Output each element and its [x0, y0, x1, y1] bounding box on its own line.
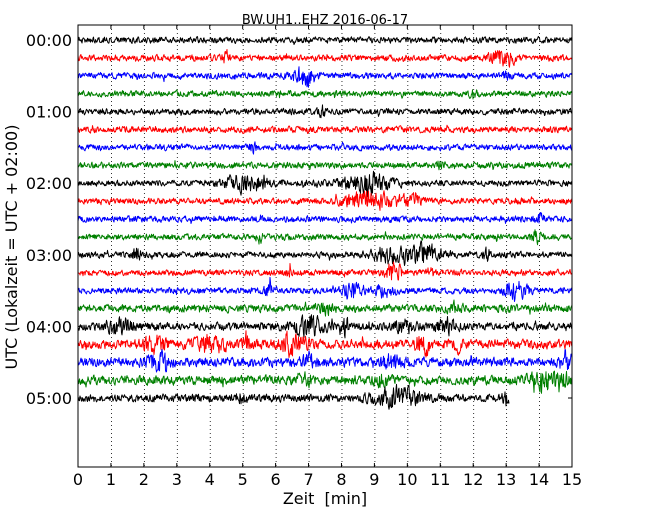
x-tick-label: 11	[430, 470, 450, 489]
trace-0230	[77, 212, 573, 224]
trace-0015	[77, 49, 573, 68]
y-tick-label: 04:00	[26, 317, 72, 336]
trace-0215	[77, 190, 573, 211]
trace-0300	[77, 240, 573, 266]
x-tick-label: 6	[271, 470, 281, 489]
chart-title: BW.UH1..EHZ 2016-06-17	[242, 13, 408, 28]
trace-0345	[77, 299, 573, 317]
trace-0415	[77, 330, 573, 358]
x-tick-label: 7	[303, 470, 313, 489]
x-tick-label: 13	[496, 470, 516, 489]
trace-0430	[77, 349, 573, 373]
trace-0400	[77, 314, 573, 339]
x-tick-label: 0	[73, 470, 83, 489]
trace-0200	[77, 170, 573, 198]
x-tick-label: 15	[562, 470, 582, 489]
x-tick-label: 9	[369, 470, 379, 489]
y-tick-label: 05:00	[26, 389, 72, 408]
x-axis: 0 1 2 3 4 5 6 7 8 9 10 11 12 13 14 15	[73, 25, 582, 489]
x-tick-label: 4	[205, 470, 215, 489]
trace-0245	[77, 229, 573, 246]
trace-0030	[77, 66, 573, 88]
x-tick-label: 1	[106, 470, 116, 489]
trace-0045	[77, 89, 573, 100]
x-tick-label: 2	[139, 470, 149, 489]
y-tick-label: 00:00	[26, 31, 72, 50]
trace-0145	[77, 160, 573, 171]
trace-0100	[77, 104, 573, 119]
trace-0330	[77, 276, 573, 302]
x-grid-lines	[111, 25, 540, 467]
y-tick-label: 03:00	[26, 246, 72, 265]
x-tick-label: 3	[172, 470, 182, 489]
plot-frame	[77, 24, 573, 468]
x-tick-label: 14	[529, 470, 549, 489]
trace-0000	[77, 36, 573, 45]
x-axis-label: Zeit [min]	[283, 489, 367, 508]
trace-0130	[77, 141, 573, 155]
x-tick-label: 5	[238, 470, 248, 489]
y-tick-label: 02:00	[26, 174, 72, 193]
x-tick-label: 10	[397, 470, 417, 489]
y-tick-label: 01:00	[26, 103, 72, 122]
y-axis: 00:00 01:00 02:00 03:00 04:00 05:00	[26, 31, 572, 408]
trace-0315	[77, 261, 573, 281]
trace-0500	[77, 383, 510, 410]
trace-0115	[77, 124, 573, 135]
x-tick-label: 12	[463, 470, 483, 489]
x-tick-label: 8	[336, 470, 346, 489]
trace-0445	[77, 370, 573, 394]
seismic-traces	[77, 36, 573, 410]
y-axis-label: UTC (Lokalzeit = UTC + 02:00)	[2, 125, 21, 370]
